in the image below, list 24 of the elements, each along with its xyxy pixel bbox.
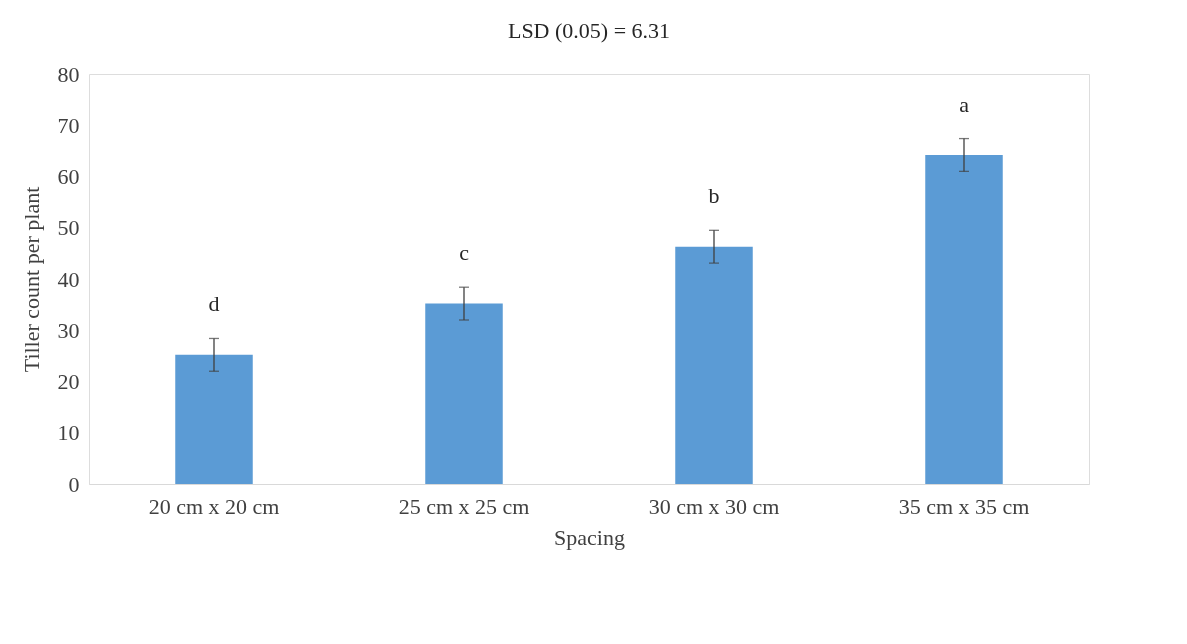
bar [175,354,253,484]
annotation: a [959,91,970,117]
x-axis-title: Spacing [554,524,625,550]
y-tick-label: 0 [68,471,80,497]
y-tick-label: 80 [57,61,80,87]
chart-title: LSD (0.05) = 6.31 [507,18,671,43]
bar [425,303,503,484]
y-tick-label: 30 [57,317,80,343]
annotation: d [208,291,220,317]
bar [925,154,1003,484]
annotation: b [708,183,720,209]
x-tick-label: 20 cm x 20 cm [148,493,280,519]
x-tick-label: 35 cm x 35 cm [898,493,1030,519]
x-tick-label: 25 cm x 25 cm [398,493,530,519]
y-axis-title: Tiller count per plant [18,186,44,373]
y-tick-label: 70 [57,112,80,138]
y-tick-label: 40 [57,266,80,292]
y-tick-label: 60 [57,164,80,189]
annotation: c [459,240,470,266]
bar [675,246,753,484]
y-tick-label: 50 [57,215,80,241]
y-tick-label: 20 [57,369,80,394]
x-tick-label: 30 cm x 30 cm [648,493,780,519]
y-tick-label: 10 [57,420,80,446]
